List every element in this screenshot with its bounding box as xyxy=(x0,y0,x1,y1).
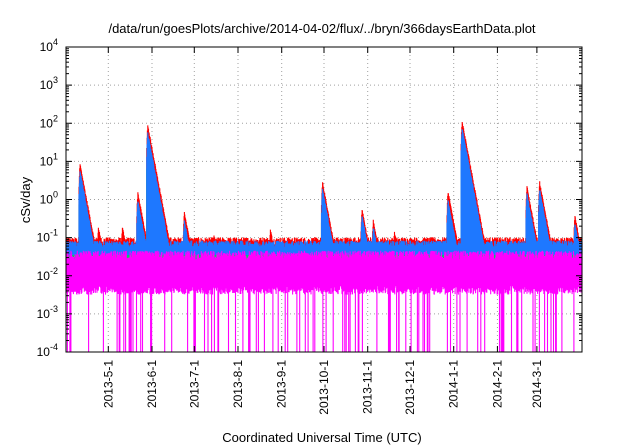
x-tick-label: 2013-10-1 xyxy=(317,360,331,415)
x-axis: 2013-5-1 2013-6-1 2013-7-1 2013-8-1 2013-9-1… xyxy=(101,47,544,415)
x-axis-label: Coordinated Universal Time (UTC) xyxy=(222,430,421,445)
x-tick-label: 2013-11-1 xyxy=(361,360,375,414)
x-tick-label: 2013-5-1 xyxy=(101,360,115,408)
x-tick-label: 2013-6-1 xyxy=(145,360,159,408)
y-axis-label: cSv/day xyxy=(18,176,33,223)
y-tick-label: 10-1 xyxy=(37,228,58,245)
y-tick-label: 101 xyxy=(40,151,58,168)
x-tick-label: 2014-2-1 xyxy=(490,360,504,408)
series-3 xyxy=(65,250,583,352)
y-tick-label: 10-3 xyxy=(37,304,58,321)
y-tick-label: 10-2 xyxy=(37,266,58,283)
y-tick-label: 103 xyxy=(40,75,58,92)
x-tick-label: 2013-8-1 xyxy=(231,360,245,408)
y-tick-label: 104 xyxy=(40,37,58,54)
x-tick-label: 2013-12-1 xyxy=(403,360,417,415)
chart-title: /data/run/goesPlots/archive/2014-04-02/f… xyxy=(108,21,535,36)
y-tick-label: 10-4 xyxy=(37,342,58,359)
x-tick-label: 2014-3-1 xyxy=(530,360,544,408)
y-tick-label: 100 xyxy=(40,190,58,207)
series-layer xyxy=(65,122,583,352)
y-tick-label: 102 xyxy=(40,113,58,130)
y-axis: 10-4 10-3 10-2 10-1 100 101 102 103 104 xyxy=(37,37,582,359)
x-tick-label: 2013-7-1 xyxy=(187,360,201,408)
x-tick-label: 2013-9-1 xyxy=(275,360,289,408)
x-tick-label: 2014-1-1 xyxy=(447,360,461,408)
